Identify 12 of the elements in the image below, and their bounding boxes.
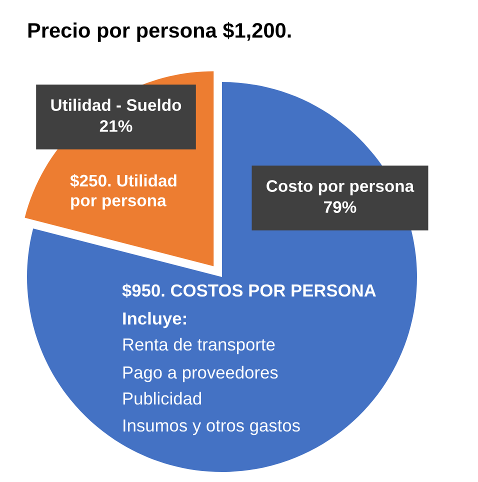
data-label: 79% [324,201,356,213]
chart-title: Precio por persona $1,200. [28,22,291,42]
text: $950. COSTOS POR PERSONA [122,284,376,298]
text: Pago a proveedores [123,366,278,382]
data-label: 21% [100,120,132,132]
text: $250. Utilidad por persona [70,174,176,210]
slice-label: Utilidad - Sueldo [51,98,182,111]
text: Publicidad [123,392,201,405]
text: Renta de transporte [123,338,275,354]
text: Incluye: [123,312,186,328]
text: Insumos y otros gastos [124,420,300,436]
slice-label: Costo por persona [266,180,414,196]
